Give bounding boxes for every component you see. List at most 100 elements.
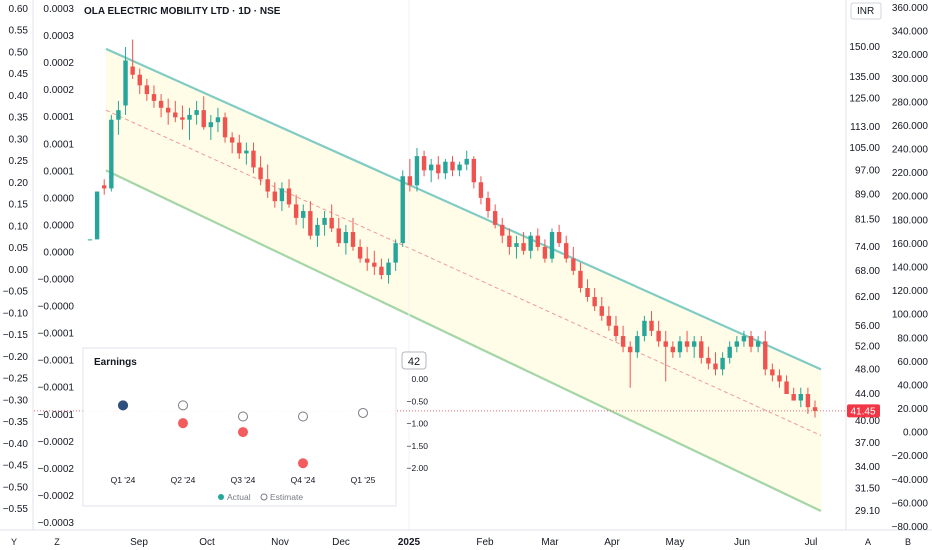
left1-tick-label: −0.50 bbox=[3, 482, 29, 493]
price-tick-label: 150.00 bbox=[849, 42, 880, 53]
left1-tick-label: 0.10 bbox=[9, 221, 29, 232]
candle-body bbox=[457, 164, 462, 171]
candle-body bbox=[173, 112, 178, 118]
right-tick-label: 220.000 bbox=[892, 168, 929, 179]
candle-body bbox=[706, 357, 711, 364]
scale-button-z[interactable]: Z bbox=[54, 537, 60, 547]
candle-body bbox=[251, 150, 256, 168]
right-tick-label: 240.000 bbox=[892, 145, 929, 156]
scale-button-b[interactable]: B bbox=[905, 537, 911, 547]
candle-body bbox=[656, 330, 661, 342]
earnings-scale-label: −2.00 bbox=[406, 463, 428, 473]
left-scale-1[interactable]: 0.60 0.55 0.50 0.45 0.40 0.35 0.30 0.25 0.20 0.15… bbox=[3, 4, 29, 515]
time-tick-label: May bbox=[666, 537, 685, 548]
candle-body bbox=[549, 232, 555, 259]
candle-body bbox=[222, 117, 228, 138]
left1-tick-label: −0.40 bbox=[3, 439, 29, 450]
price-tick-label: 105.00 bbox=[849, 143, 880, 154]
time-tick-label: Jul bbox=[805, 537, 818, 548]
last-price-value: 41.45 bbox=[850, 406, 875, 417]
right-tick-label: −20.000 bbox=[892, 451, 929, 462]
candle-body bbox=[578, 270, 583, 288]
candle-body bbox=[286, 188, 292, 205]
channel-fill bbox=[106, 48, 821, 512]
channel-mid-line bbox=[105, 109, 822, 436]
price-tick-label: 81.50 bbox=[855, 215, 880, 226]
candle-body bbox=[784, 381, 789, 395]
left1-tick-label: 0.20 bbox=[9, 178, 29, 189]
right-scale[interactable]: 360.000 340.000 320.000 300.000 280.000 260.0… bbox=[892, 3, 929, 533]
left2-tick-label: 0.0001 bbox=[43, 112, 74, 123]
left1-tick-label: 0.40 bbox=[9, 91, 29, 102]
candle-body bbox=[265, 179, 270, 192]
earnings-badge-box[interactable] bbox=[401, 351, 427, 370]
left1-tick-label: −0.10 bbox=[3, 308, 29, 319]
candle-body bbox=[208, 122, 214, 128]
candle-body bbox=[329, 217, 334, 229]
right-tick-label: 300.000 bbox=[892, 74, 929, 85]
candle-body bbox=[229, 137, 235, 143]
earnings-scale: 0.00 −0.50 −1.00 −1.50 −2.00 bbox=[406, 374, 428, 473]
earnings-panel[interactable]: Earnings 42 0.00 −0.50 −1.00 −1.50 −2.00 Q1 … bbox=[82, 347, 428, 507]
candle-body bbox=[585, 287, 590, 297]
candle-body bbox=[180, 117, 185, 120]
left1-tick-label: 0.35 bbox=[9, 113, 29, 124]
price-scale[interactable]: 150.00 135.00 125.00 113.00 105.00 97.00 89.00… bbox=[849, 42, 880, 517]
candle-body bbox=[372, 262, 377, 267]
currency-label[interactable]: INR bbox=[857, 6, 874, 17]
left1-tick-label: 0.15 bbox=[9, 200, 29, 211]
candle-body bbox=[556, 232, 562, 244]
left1-tick-label: 0.45 bbox=[9, 69, 29, 80]
left-scale-2[interactable]: 0.0003 0.0003 0.0002 0.0002 0.0001 0.0001 0.00… bbox=[38, 4, 75, 529]
candle-body bbox=[137, 74, 142, 86]
actual-point bbox=[178, 418, 188, 429]
left1-tick-label: −0.20 bbox=[3, 352, 29, 363]
time-axis[interactable]: Sep Oct Nov Dec 2025 Feb Mar Apr May Jun Jul bbox=[130, 537, 817, 548]
candle-body bbox=[102, 185, 107, 189]
candle-body bbox=[158, 100, 164, 108]
candle-body bbox=[400, 176, 405, 244]
time-tick-label: Dec bbox=[332, 537, 350, 548]
candle-body bbox=[116, 110, 121, 120]
candle-body bbox=[805, 394, 811, 408]
left1-tick-label: −0.25 bbox=[3, 374, 29, 385]
left2-tick-label: −0.0000 bbox=[38, 302, 75, 313]
right-tick-label: −80.000 bbox=[892, 522, 929, 533]
candle-body bbox=[315, 224, 320, 236]
time-tick-label: Nov bbox=[271, 537, 289, 548]
right-tick-label: 280.000 bbox=[892, 97, 929, 108]
candle-body bbox=[485, 197, 491, 212]
scale-button-a[interactable]: A bbox=[865, 537, 871, 547]
earnings-quarter-label: Q1 '24 bbox=[111, 475, 136, 485]
price-tick-label: 125.00 bbox=[849, 94, 880, 105]
candle-body bbox=[777, 375, 782, 382]
left2-tick-label: 0.0002 bbox=[43, 85, 74, 96]
left2-tick-label: −0.0001 bbox=[38, 383, 75, 394]
left1-tick-label: −0.55 bbox=[3, 504, 29, 515]
left1-tick-label: 0.30 bbox=[9, 134, 29, 145]
price-tick-label: 68.00 bbox=[855, 266, 880, 277]
candle-body bbox=[436, 164, 441, 174]
price-tick-label: 34.00 bbox=[855, 462, 880, 473]
time-tick-label: Sep bbox=[130, 537, 148, 548]
candle-body bbox=[727, 346, 732, 358]
left2-tick-label: −0.0000 bbox=[38, 275, 75, 286]
candle-body bbox=[798, 394, 803, 401]
price-tick-label: 62.00 bbox=[855, 292, 880, 303]
left2-tick-label: 0.0000 bbox=[43, 247, 74, 258]
price-tick-label: 31.50 bbox=[855, 484, 880, 495]
scale-button-y[interactable]: Y bbox=[11, 537, 17, 547]
candle-body bbox=[720, 357, 725, 370]
time-tick-label: Jun bbox=[734, 537, 750, 548]
actual-point bbox=[238, 427, 248, 438]
left1-tick-label: −0.45 bbox=[3, 461, 29, 472]
candle-body bbox=[414, 156, 420, 186]
left1-tick-label: 0.50 bbox=[9, 47, 29, 58]
candle-body bbox=[336, 228, 341, 244]
candle-body bbox=[379, 266, 384, 276]
actual-point bbox=[118, 400, 128, 411]
price-tick-label: 37.00 bbox=[855, 438, 880, 449]
channel-lower-line bbox=[105, 169, 822, 512]
legend-estimate-dot bbox=[260, 493, 268, 501]
